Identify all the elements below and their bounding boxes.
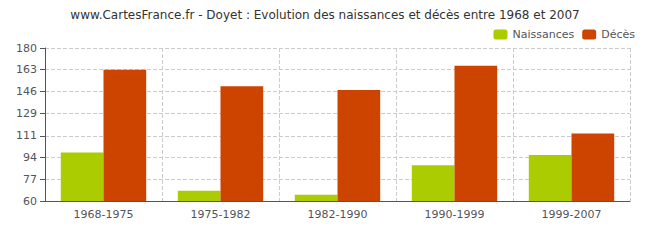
svg-text:129: 129 — [16, 107, 37, 120]
svg-text:163: 163 — [16, 63, 37, 76]
svg-text:1999-2007: 1999-2007 — [542, 208, 602, 221]
svg-text:60: 60 — [23, 195, 37, 208]
svg-text:1990-1999: 1990-1999 — [425, 208, 485, 221]
svg-text:146: 146 — [16, 85, 37, 98]
svg-text:1982-1990: 1982-1990 — [308, 208, 368, 221]
svg-text:Naissances: Naissances — [512, 28, 574, 41]
svg-text:94: 94 — [23, 151, 37, 164]
svg-text:180: 180 — [16, 42, 37, 55]
svg-text:Décès: Décès — [601, 28, 635, 41]
svg-text:77: 77 — [23, 173, 37, 186]
svg-text:1968-1975: 1968-1975 — [74, 208, 134, 221]
svg-text:1975-1982: 1975-1982 — [191, 208, 251, 221]
svg-text:111: 111 — [16, 129, 37, 142]
svg-text:www.CartesFrance.fr - Doyet :: www.CartesFrance.fr - Doyet : Evolution … — [70, 8, 579, 22]
